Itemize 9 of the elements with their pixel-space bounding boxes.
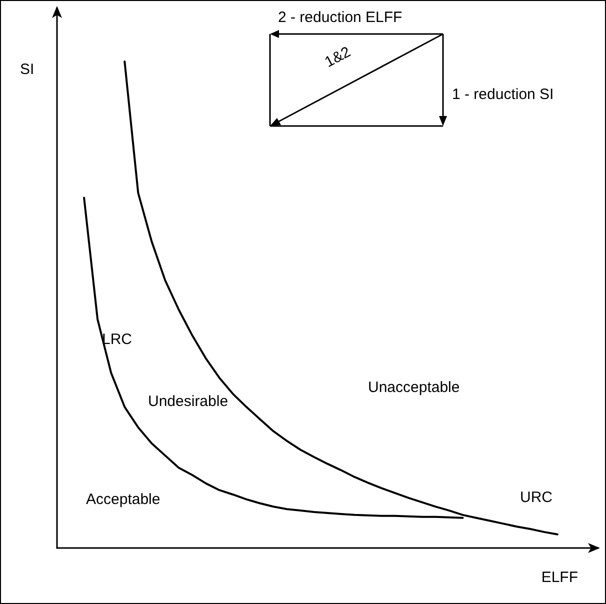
series-label: URC	[520, 489, 553, 506]
annotation: 1 - reduction SI	[452, 86, 554, 103]
x-axis-title: ELFF	[541, 569, 578, 586]
annotation: Acceptable	[86, 491, 160, 508]
annotation: Undesirable	[148, 393, 228, 410]
annotation: 1&2	[322, 43, 354, 72]
text: 2 - reduction ELFF	[278, 9, 402, 26]
y-axis-title: SI	[20, 61, 34, 78]
annotation: Unacceptable	[368, 379, 460, 396]
